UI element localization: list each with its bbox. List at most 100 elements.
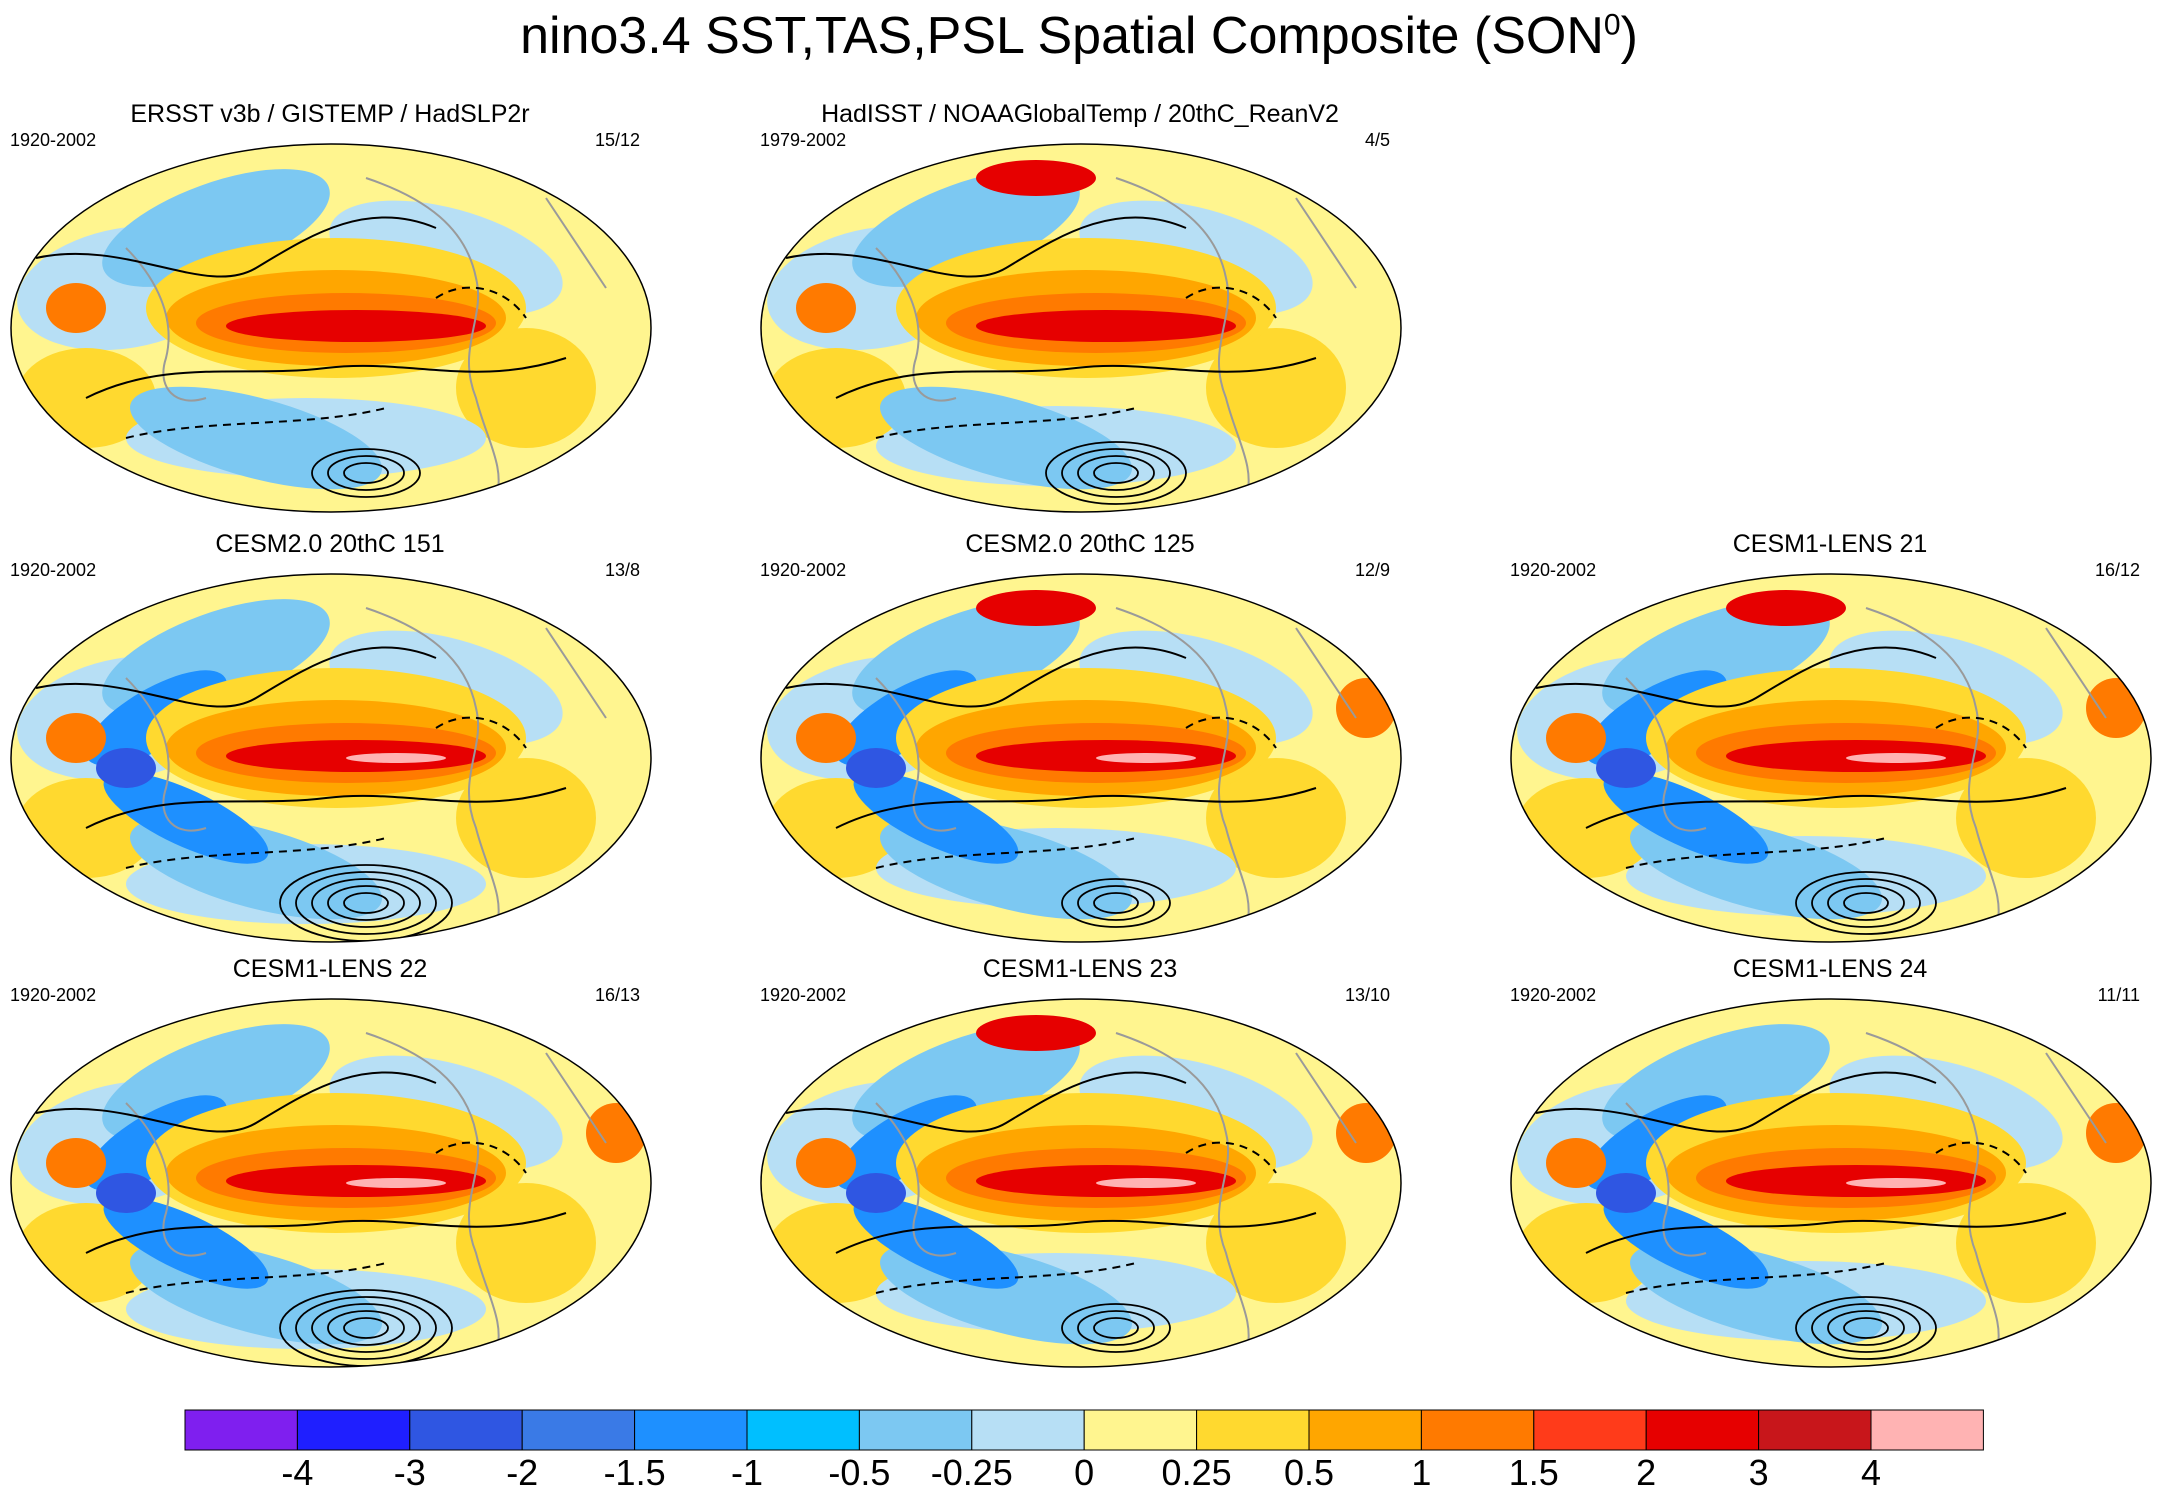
- warm-anomaly: [1336, 1103, 1396, 1163]
- panel-years: 1920-2002: [10, 560, 97, 580]
- panel-count: 15/12: [594, 130, 640, 150]
- panel-years: 1979-2002: [760, 130, 847, 150]
- panel-title: CESM2.0 20thC 125: [965, 530, 1195, 558]
- psl-contour: [785, 1071, 1187, 1133]
- coastline: [1295, 1052, 1357, 1144]
- warm-anomaly: [1336, 678, 1396, 738]
- colorbar-bin: [184, 1409, 298, 1451]
- warm-anomaly: [976, 590, 1096, 626]
- psl-contour-ring: [311, 448, 421, 498]
- psl-contour-ring: [343, 1317, 389, 1339]
- panel-title: HadISST / NOAAGlobalTemp / 20thC_ReanV2: [821, 100, 1339, 128]
- coastline: [1115, 607, 1250, 929]
- psl-contour: [1585, 1212, 2067, 1254]
- psl-contour-ring: [327, 1310, 405, 1346]
- panel-count: 11/11: [2097, 985, 2140, 1005]
- coastline: [365, 177, 500, 499]
- psl-contour-ring: [1795, 871, 1937, 935]
- colorbar: -4 -3 -2 -1.5 -1 -0.5 -0.25 0 0.25 0.5 1 1.5 2 3 4: [184, 1409, 1984, 1493]
- colorbar-bin: [1196, 1409, 1310, 1451]
- psl-contour-ring: [343, 462, 389, 484]
- warm-anomaly: [796, 283, 856, 333]
- psl-contour-ring: [1061, 448, 1171, 498]
- warm-core: [346, 1178, 446, 1188]
- psl-contour-negative: [875, 1262, 1137, 1294]
- map-border: [1510, 573, 2152, 943]
- psl-contour-ring: [1811, 1303, 1921, 1353]
- coastline: [365, 607, 500, 929]
- coastline: [875, 247, 957, 402]
- panel-title: CESM1-LENS 23: [982, 955, 1178, 983]
- warm-anomaly: [976, 160, 1096, 196]
- warm-core: [346, 753, 446, 763]
- colorbar-tick-label: -1.5: [604, 1452, 666, 1493]
- psl-contour: [785, 646, 1187, 708]
- map-border: [760, 573, 1402, 943]
- map-panel: CESM1-LENS 22 1920-2002 16/13: [0, 955, 660, 1375]
- psl-contour-negative: [875, 837, 1137, 869]
- map-figure: [10, 573, 652, 943]
- psl-contour: [785, 216, 1187, 278]
- panel-count: 13/10: [1344, 985, 1390, 1005]
- map-panel: CESM1-LENS 23 1920-2002 13/10: [750, 955, 1410, 1375]
- psl-contour: [85, 787, 567, 829]
- colorbar-tick-label: -0.25: [931, 1452, 1013, 1493]
- panel-count: 13/8: [604, 560, 640, 580]
- psl-contour-ring: [327, 455, 405, 491]
- warm-core: [1096, 1178, 1196, 1188]
- cool-anomaly: [103, 772, 269, 864]
- warm-core: [1846, 1178, 1946, 1188]
- coastline: [2045, 627, 2107, 719]
- colorbar-tick-label: -3: [394, 1452, 426, 1493]
- psl-contour-ring: [1843, 1317, 1889, 1339]
- warm-anomaly: [226, 310, 486, 342]
- cool-anomaly: [1603, 772, 1769, 864]
- cool-anomaly: [852, 169, 1080, 287]
- map-border: [10, 998, 652, 1368]
- psl-contour-ring: [327, 885, 405, 921]
- colorbar-bin: [1533, 1409, 1647, 1451]
- cool-anomaly: [846, 748, 906, 788]
- map-panel: HadISST / NOAAGlobalTemp / 20thC_ReanV2 …: [750, 100, 1410, 520]
- cool-anomaly: [96, 748, 156, 788]
- colorbar-bin: [858, 1409, 973, 1451]
- cool-anomaly: [103, 1197, 269, 1289]
- cool-anomaly: [96, 1173, 156, 1213]
- colorbar-bin: [409, 1409, 523, 1451]
- psl-contour-ring: [1061, 878, 1171, 928]
- colorbar-tick-label: 0.5: [1284, 1452, 1334, 1493]
- psl-contour: [835, 357, 1317, 399]
- cool-anomaly: [1596, 748, 1656, 788]
- cool-anomaly: [1603, 1197, 1769, 1289]
- cool-anomaly: [853, 772, 1019, 864]
- psl-contour-ring: [295, 871, 437, 935]
- map-border: [760, 998, 1402, 1368]
- psl-contour-negative: [435, 286, 527, 319]
- psl-contour-negative: [1935, 716, 2027, 749]
- psl-contour-negative: [1185, 716, 1277, 749]
- psl-contour-negative: [1935, 1141, 2027, 1174]
- panel-title: CESM1-LENS 21: [1732, 530, 1928, 558]
- map-figure: [760, 998, 1402, 1368]
- map-field: [1511, 999, 2151, 1367]
- coastline: [1115, 177, 1250, 499]
- psl-contour-ring: [295, 1296, 437, 1360]
- psl-contour: [85, 357, 567, 399]
- psl-contour-negative: [125, 837, 387, 869]
- map-field: [761, 999, 1401, 1367]
- psl-contour-negative: [435, 716, 527, 749]
- warm-anomaly: [46, 713, 106, 763]
- psl-contour-negative: [1625, 837, 1887, 869]
- colorbar-bin: [521, 1409, 636, 1451]
- colorbar-tick-label: 0: [1074, 1452, 1094, 1493]
- coastline: [1295, 627, 1357, 719]
- psl-contour-ring: [311, 1303, 421, 1353]
- panel-count: 12/9: [1354, 560, 1390, 580]
- coastline: [1865, 1032, 2000, 1354]
- psl-contour-ring: [1795, 1296, 1937, 1360]
- colorbar-tick-label: 1: [1411, 1452, 1431, 1493]
- psl-contour: [835, 1212, 1317, 1254]
- figure-title: nino3.4 SST,TAS,PSL Spatial Composite (S…: [0, 6, 2158, 66]
- map-field: [761, 144, 1401, 512]
- map-panel: CESM2.0 20thC 151 1920-2002 13/8: [0, 530, 660, 950]
